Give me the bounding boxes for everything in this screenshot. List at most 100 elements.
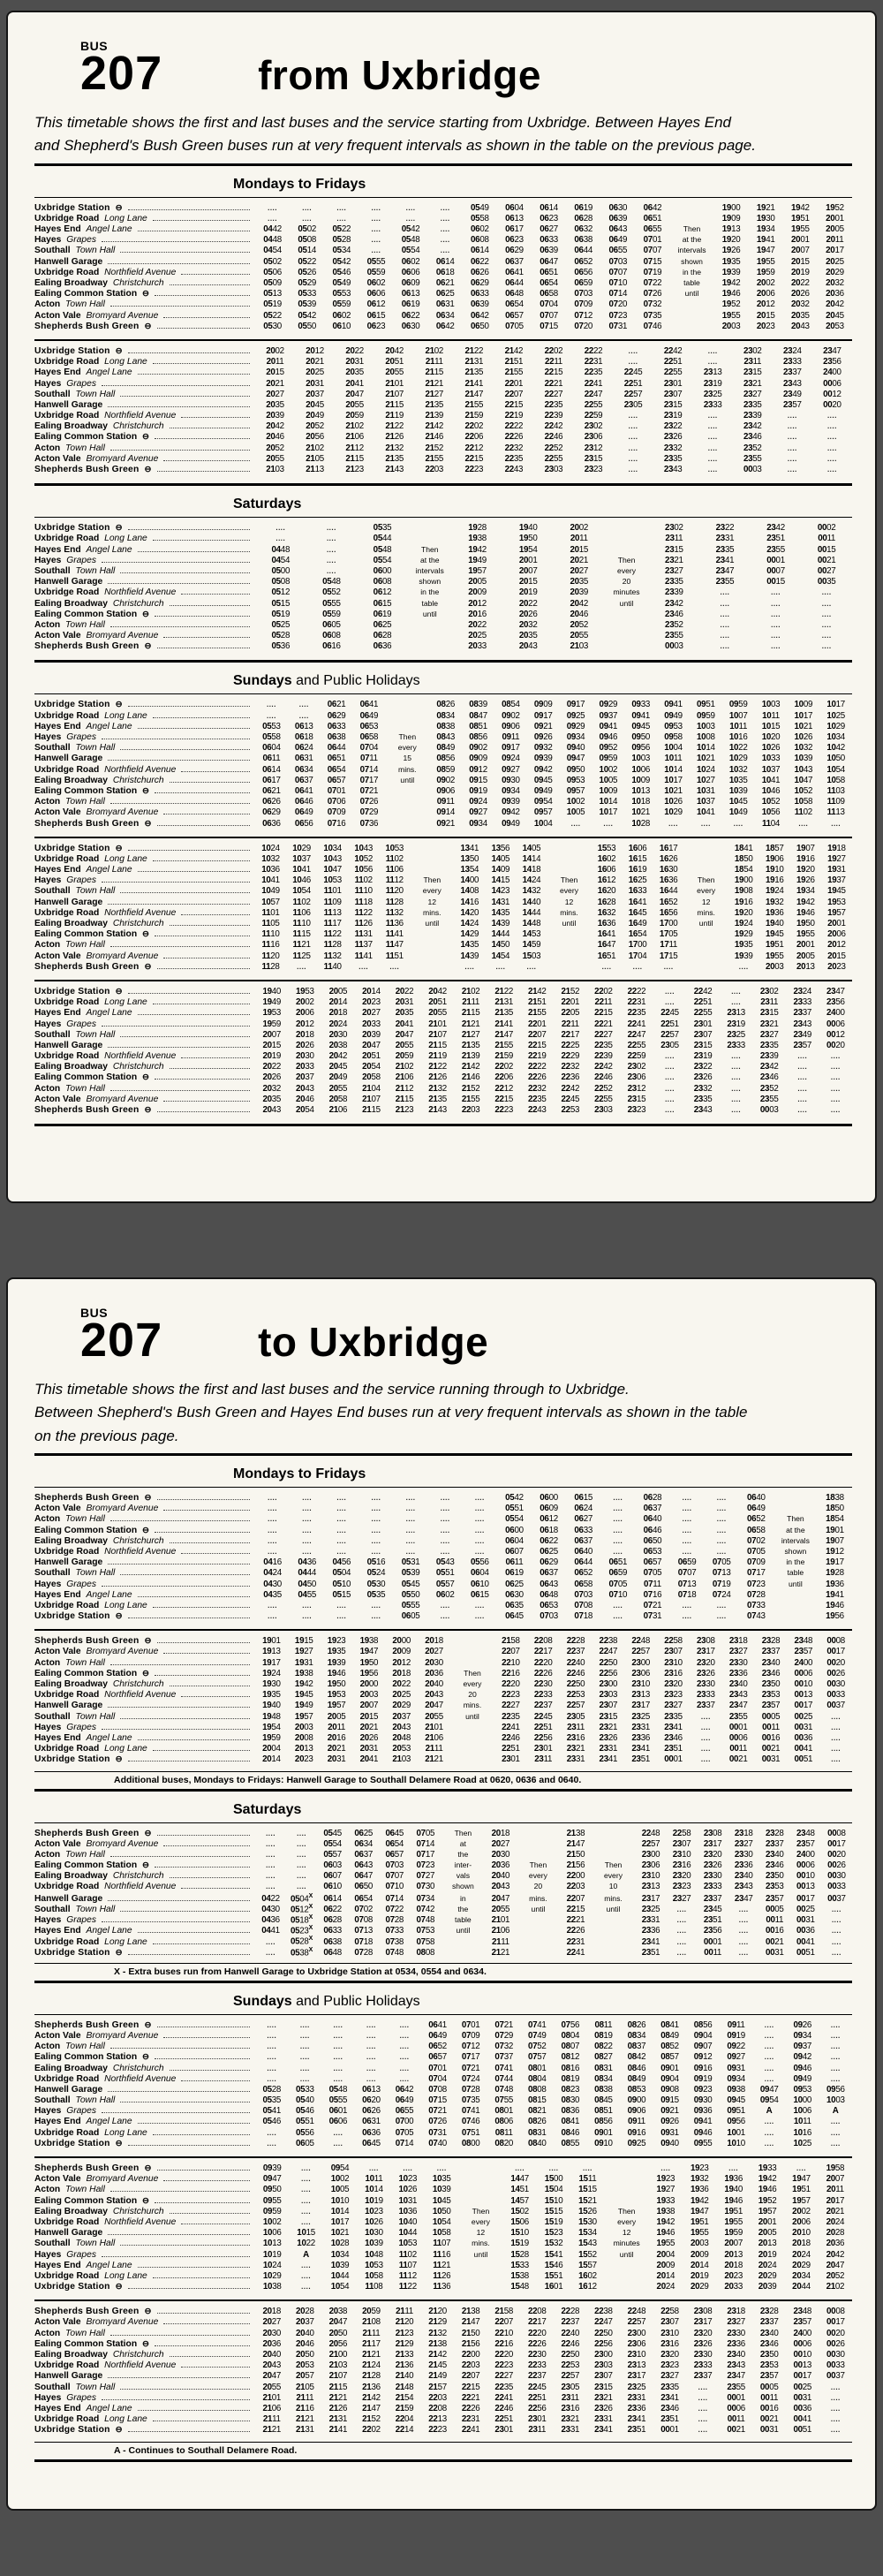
time-cell: 2057	[296, 2371, 314, 2382]
time-cell: 0853	[627, 2084, 646, 2095]
stop-name: Hanwell Garage	[34, 898, 255, 907]
time-cell: 2039	[570, 587, 589, 598]
time-cell: 0557	[435, 1579, 455, 1589]
time-cell: 2052	[266, 443, 284, 453]
time-cell: 0008	[826, 1636, 845, 1647]
stop-name-label: Hayes End Angel Lane	[34, 865, 132, 875]
time-cell: 0707	[540, 310, 558, 321]
time-cell: 2343	[783, 378, 802, 389]
time-cell: 1102	[398, 2249, 417, 2260]
stop-name: Hayes End Angel Lane	[34, 865, 255, 875]
time-cell: 0036	[793, 2403, 812, 2413]
time-cell: 2330	[693, 2350, 713, 2360]
time-cell: 2356	[823, 357, 841, 367]
stop-name: Uxbridge Road Long Lane	[34, 1937, 255, 1947]
time-cell: 0710	[385, 1882, 404, 1892]
time-cell: 2025	[826, 256, 844, 267]
time-cell: 2106	[328, 1105, 348, 1115]
table-row: Hanwell Garage 0422 0504X 0614 0654 0714 0734 i…	[34, 1893, 852, 1904]
stop-name: Hayes Grapes	[34, 2250, 255, 2260]
dot-leader	[169, 925, 250, 926]
no-service-cell: ....	[301, 2207, 312, 2216]
panel-to-uxbridge: BUS 207 to Uxbridge This timetable shows…	[6, 1277, 877, 2511]
time-cell: 2310	[660, 2328, 679, 2338]
time-cell: 0629	[327, 710, 346, 721]
underground-icon: ⊖	[115, 2425, 123, 2436]
time-cell: 0909	[533, 700, 553, 710]
time-cell: 2255	[584, 399, 603, 410]
time-cell: 2018	[792, 2239, 811, 2249]
time-cell: 2246	[566, 1668, 585, 1678]
time-cell: 2159	[494, 1051, 514, 1062]
table-row: Shepherds Bush Green ⊖ 1128.... 1140......…	[34, 962, 852, 973]
time-cell: 2357	[759, 2371, 779, 2382]
time-cell: 1854	[734, 865, 753, 875]
time-cell: 0634	[354, 1838, 374, 1849]
time-cell: 2035	[395, 1008, 414, 1019]
time-cell: 2015	[262, 1040, 282, 1050]
table-row: Acton Town Hall.................... 0652 0…	[34, 2042, 852, 2052]
time-cell: 0720	[608, 299, 628, 310]
time-cell: 1053	[365, 2260, 383, 2270]
stop-name-label: Uxbridge Road Long Lane	[34, 2127, 147, 2138]
time-cell: 2155	[461, 1094, 480, 1104]
time-cell: 1151	[385, 951, 404, 961]
time-cell: 1000	[793, 2095, 812, 2106]
time-cell: 0947	[262, 2174, 282, 2185]
time-cell: 2006	[296, 1008, 314, 1019]
time-cell: 2311	[561, 2392, 579, 2403]
time-cell: 1021	[664, 785, 683, 796]
time-cell: 1037	[761, 764, 781, 775]
time-cell: 0954	[330, 2163, 350, 2174]
time-cell: 2033	[468, 641, 487, 652]
time-cell: 2146	[461, 1072, 480, 1083]
underground-icon: ⊖	[142, 1525, 149, 1535]
table-row: Hanwell Garage 0528 0533 0548 0613 0642 0708 07…	[34, 2085, 852, 2095]
time-cell: 2312	[584, 443, 603, 453]
no-service-cell: ....	[787, 412, 797, 420]
stop-name: Hayes End Angel Lane	[34, 722, 255, 731]
time-cell: 0650	[354, 1882, 374, 1892]
underground-icon: ⊖	[144, 2307, 152, 2317]
dot-leader	[152, 1750, 250, 1752]
divider	[34, 338, 852, 341]
no-service-cell: ....	[831, 1937, 841, 1946]
time-cell: 2207	[527, 1029, 547, 1040]
time-cell: 1958	[826, 2163, 845, 2174]
divider	[34, 2441, 852, 2443]
no-service-cell: ....	[267, 2031, 277, 2040]
time-cell: 2152	[362, 2414, 381, 2425]
time-cell: 2030	[425, 1657, 443, 1668]
route-number: 207	[80, 47, 163, 100]
interval-note: at the	[682, 235, 702, 245]
time-cell: 2351	[664, 1744, 683, 1754]
time-cell: 0731	[428, 2127, 447, 2138]
time-cell: 1011	[793, 2117, 811, 2127]
time-cell: 0655	[643, 224, 662, 235]
no-service-cell: ....	[831, 1948, 841, 1957]
time-cell: 2237	[566, 1647, 585, 1657]
time-cell: 1031	[398, 2195, 418, 2206]
no-service-cell: ....	[474, 1526, 485, 1534]
time-cell: 0637	[540, 1568, 558, 1579]
time-cell: 0550	[298, 321, 316, 331]
no-service-cell: ....	[301, 2217, 312, 2226]
dot-leader	[108, 2234, 250, 2236]
time-cell: 2147	[464, 389, 484, 399]
time-cell: 2227	[544, 389, 563, 399]
time-cell: 1957	[468, 565, 487, 576]
time-cell: 0648	[505, 289, 524, 299]
time-cell: 0956	[727, 2117, 745, 2127]
time-cell: 0534	[332, 246, 351, 256]
time-cell: 0634	[435, 310, 455, 321]
time-cell: 0647	[540, 256, 558, 267]
time-cell: 2045	[306, 399, 324, 410]
time-cell: 1504	[544, 2185, 563, 2195]
time-cell: 0654	[354, 1893, 374, 1904]
time-cell: 0959	[262, 2206, 282, 2216]
no-service-cell: ....	[299, 2031, 310, 2040]
time-cell: 1956	[359, 1668, 379, 1678]
interval-note: every	[697, 886, 716, 896]
time-cell: 2102	[425, 345, 444, 356]
no-service-cell: ....	[628, 433, 638, 442]
